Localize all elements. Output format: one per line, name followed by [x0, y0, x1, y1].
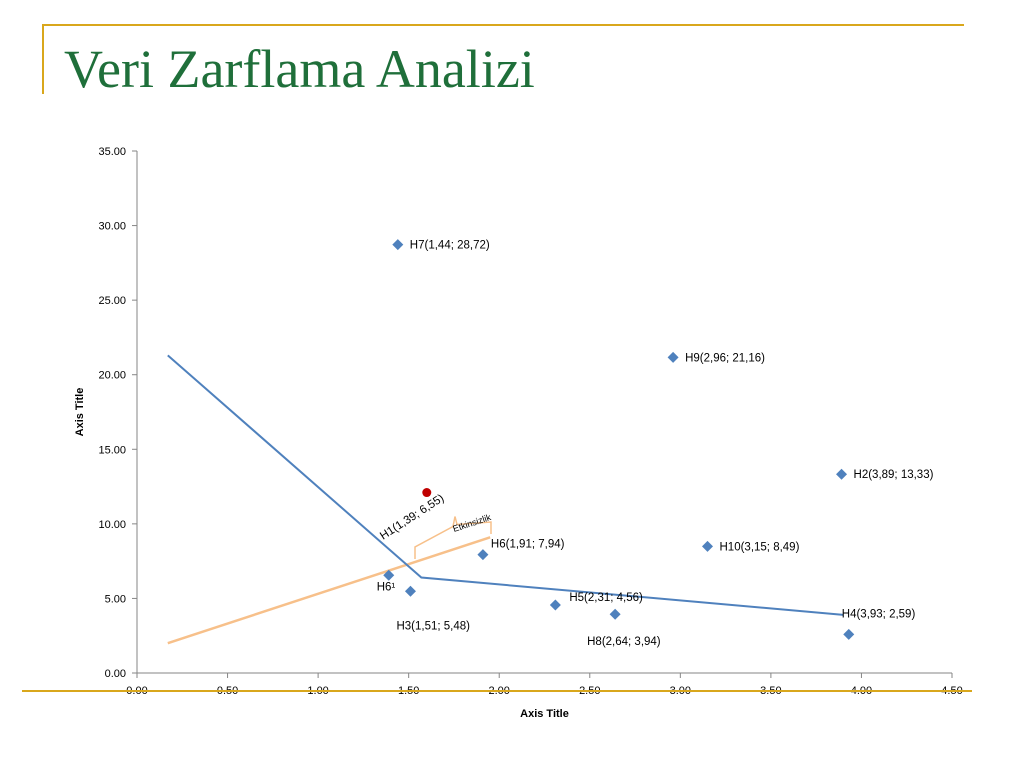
x-axis-title: Axis Title [520, 708, 569, 720]
data-point-marker [549, 599, 561, 611]
x-axis-ticks: 0.000.501.001.502.002.503.003.504.004.50 [126, 673, 963, 697]
title-accent-top-line [42, 24, 964, 26]
y-tick-label: 15.00 [98, 444, 126, 456]
data-point-marker [392, 239, 404, 251]
chart-lines [167, 354, 844, 645]
data-point-marker [609, 608, 621, 620]
highlight-point-marker [422, 488, 432, 498]
data-point-label: H6(1,91; 7,94) [491, 539, 565, 551]
data-point-label: H5(2,31; 4,56) [569, 592, 643, 604]
brace-shape [414, 516, 492, 559]
data-point-label: H4(3,93; 2,59) [842, 608, 916, 620]
data-point-label: H9(2,96; 21,16) [685, 352, 765, 364]
efficiency-frontier-line [167, 354, 844, 616]
data-point-label: H10(3,15; 8,49) [720, 541, 800, 553]
y-tick-label: 30.00 [98, 221, 126, 233]
data-point-label: H8(2,64; 3,94) [587, 636, 661, 648]
data-point-marker [383, 569, 395, 581]
y-tick-label: 0.00 [105, 668, 126, 680]
data-points: H7(1,44; 28,72) H9(2,96; 21,16) H2(3,89; 1… [377, 239, 934, 648]
slide-title: Veri Zarflama Analizi [64, 39, 535, 99]
data-point-marker [667, 351, 679, 363]
y-axis-title: Axis Title [74, 388, 86, 437]
slide-bottom-accent-line [22, 690, 972, 692]
chart-axes [136, 151, 952, 674]
projection-line [167, 536, 491, 645]
data-point-marker [836, 468, 848, 480]
data-point-marker [843, 628, 855, 640]
y-tick-label: 5.00 [105, 593, 126, 605]
title-accent-vertical-line [42, 24, 44, 94]
y-tick-label: 20.00 [98, 370, 126, 382]
data-point-label: H2(3,89; 13,33) [854, 469, 934, 481]
brace-label: Etkinsizlik [452, 512, 493, 534]
data-point-label: H6¹ [377, 581, 396, 593]
data-point-marker [477, 549, 489, 561]
y-axis-ticks: 0.00 5.00 10.00 15.00 20.00 25.00 30.00 35.00 [98, 146, 137, 680]
data-point-label: H7(1,44; 28,72) [410, 240, 490, 252]
y-tick-label: 35.00 [98, 146, 126, 158]
y-tick-label: 25.00 [98, 295, 126, 307]
data-point-marker [404, 585, 416, 597]
y-tick-label: 10.00 [98, 519, 126, 531]
data-point-label: H3(1,51; 5,48) [396, 620, 470, 632]
data-point-marker [702, 540, 713, 552]
